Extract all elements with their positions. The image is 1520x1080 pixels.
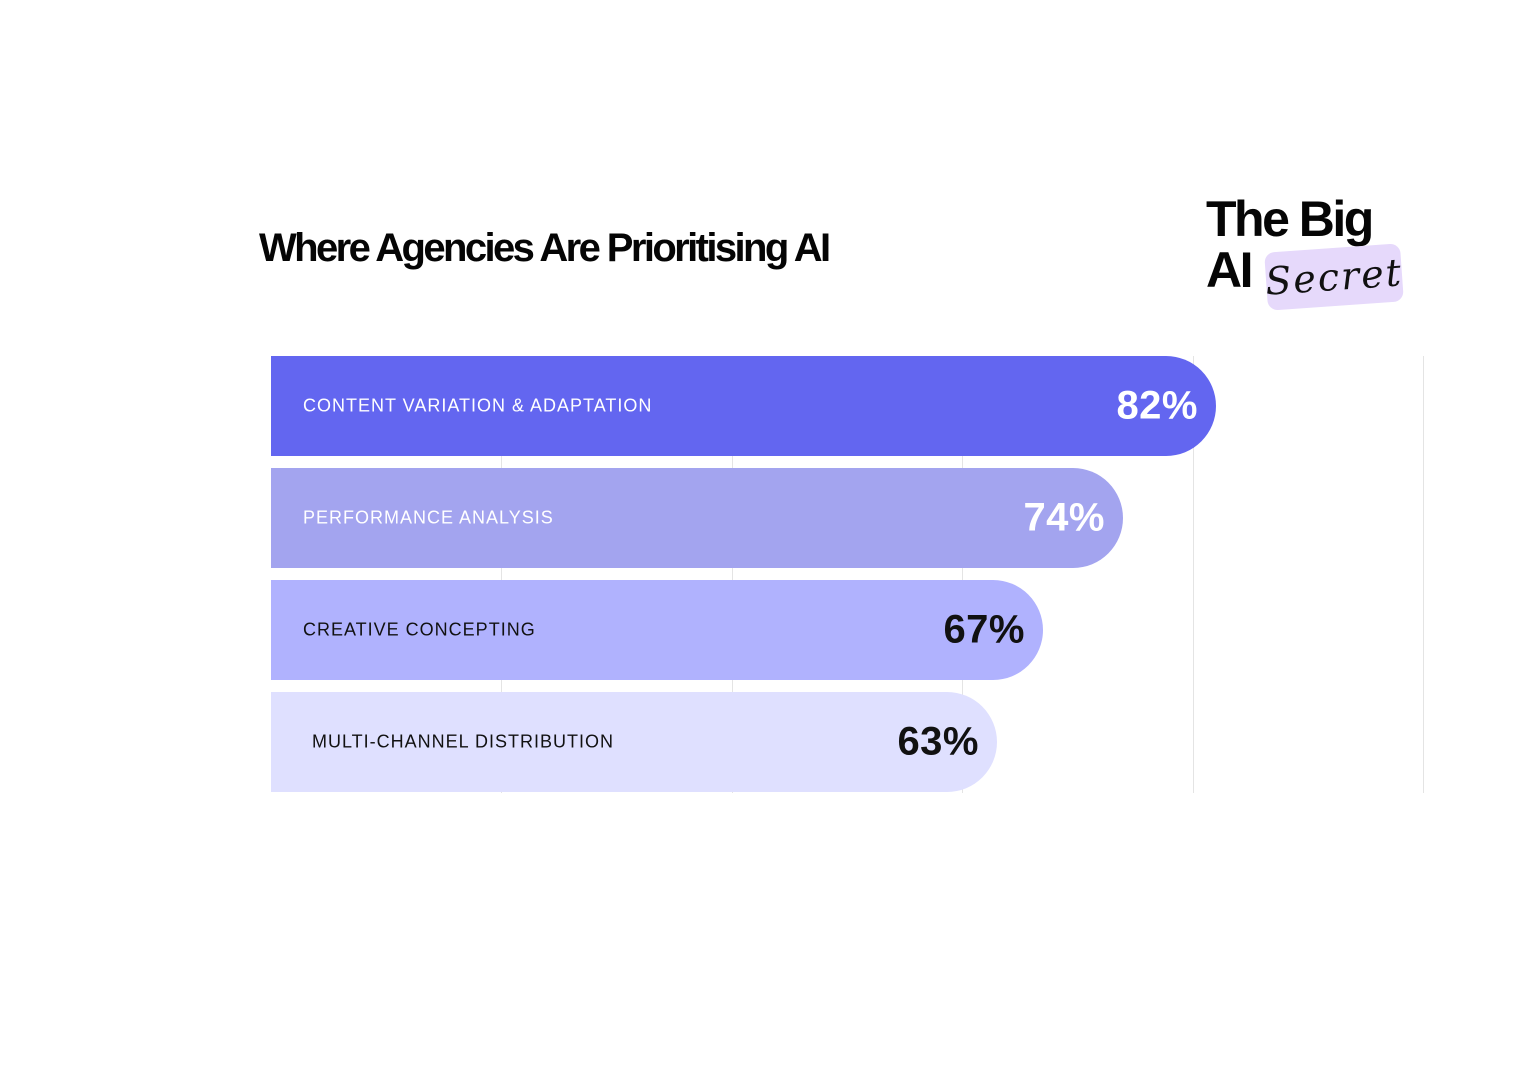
bar-4: MULTI-CHANNEL DISTRIBUTION 63% [271, 692, 997, 792]
brand-line-1: The Big [1206, 191, 1374, 247]
grid-line [962, 356, 963, 793]
bar-3: CREATIVE CONCEPTING 67% [271, 580, 1043, 680]
brand-logo: The Big AI Secret [1204, 190, 1416, 318]
bar-value-label: 63% [897, 719, 979, 764]
grid-line [1423, 356, 1424, 793]
brand-tag: Secret [1263, 243, 1405, 311]
bar-value-label: 74% [1023, 495, 1105, 540]
bar-1: CONTENT VARIATION & ADAPTATION 82% [271, 356, 1216, 456]
brand-tag-text: Secret [1263, 250, 1405, 304]
grid-line [732, 356, 733, 793]
brand-line-2: AI [1206, 242, 1254, 298]
grid-line [501, 356, 502, 793]
chart-title: Where Agencies Are Prioritising AI [259, 226, 831, 270]
bar-label: MULTI-CHANNEL DISTRIBUTION [312, 731, 615, 752]
bar-2: PERFORMANCE ANALYSIS 74% [271, 468, 1123, 568]
grid-line [1193, 356, 1194, 793]
bar-chart: CONTENT VARIATION & ADAPTATION 82% PERFORM… [271, 356, 1431, 793]
bar-label: PERFORMANCE ANALYSIS [303, 507, 554, 528]
bar-label: CREATIVE CONCEPTING [303, 619, 536, 640]
bar-value-label: 67% [943, 607, 1025, 652]
bar-label: CONTENT VARIATION & ADAPTATION [303, 395, 653, 416]
bar-value-label: 82% [1116, 383, 1198, 428]
